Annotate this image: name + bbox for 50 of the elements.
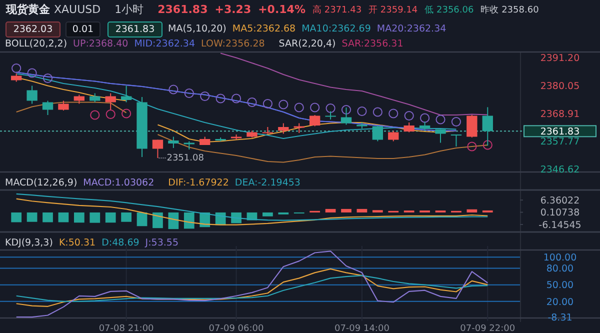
text: DIF:-1.67922 bbox=[168, 178, 229, 189]
text: 2361.83 bbox=[158, 3, 208, 16]
x-tick-label: 07-09 14:00 bbox=[334, 324, 390, 333]
y-tick-label: 0.10738 bbox=[540, 208, 580, 219]
text: MA20:2362.34 bbox=[376, 24, 446, 35]
y-tick-label: 80.00 bbox=[546, 264, 574, 275]
annotation: 2351.08 bbox=[166, 154, 204, 164]
chart-title: 现货黄金 bbox=[5, 3, 51, 16]
text: 昨收 2358.60 bbox=[480, 4, 540, 16]
text: 2362.03 bbox=[13, 24, 53, 36]
text: MACD(12,26,9) bbox=[5, 178, 78, 189]
y-tick-label: 2368.91 bbox=[540, 108, 580, 120]
text: SAR:2356.31 bbox=[342, 38, 404, 50]
text: LOW:2356.28 bbox=[201, 38, 265, 50]
text: 0.01 bbox=[72, 24, 94, 36]
y-tick-label: 2357.77 bbox=[540, 136, 580, 148]
text: UP:2368.40 bbox=[73, 38, 128, 50]
text: +3.23 bbox=[214, 3, 252, 16]
y-tick-label: 6.36022 bbox=[540, 195, 580, 206]
y-tick-label: 2391.20 bbox=[540, 53, 580, 64]
text: MACD:1.03062 bbox=[83, 178, 154, 189]
chart-subtitle: XAUUSD bbox=[54, 3, 101, 16]
y-tick-label: 100.00 bbox=[543, 252, 577, 264]
y-tick-label: 2346.62 bbox=[540, 164, 580, 176]
y-tick-label: 20.00 bbox=[546, 296, 574, 308]
text: 1小时 bbox=[114, 3, 144, 16]
text: MA5:2362.68 bbox=[232, 24, 296, 35]
text: MA10:2362.69 bbox=[302, 24, 371, 35]
text: MA(5,10,20) bbox=[168, 24, 226, 35]
text: 高 2371.43 bbox=[312, 4, 362, 16]
text: +0.14% bbox=[258, 3, 306, 16]
x-tick-label: 07-09 22:00 bbox=[460, 324, 516, 333]
y-tick-label: -6.14545 bbox=[538, 220, 582, 231]
text: KDJ(9,3,3) bbox=[5, 238, 53, 249]
text: SAR(2,20,4) bbox=[278, 38, 336, 50]
x-tick-label: 07-08 21:00 bbox=[98, 324, 154, 333]
x-tick-label: 07-09 06:00 bbox=[208, 324, 264, 333]
text: BOLL(20,2,2) bbox=[5, 38, 68, 50]
text: 开 2359.14 bbox=[368, 5, 418, 16]
text: DEA:-2.19453 bbox=[234, 178, 300, 189]
text: MID:2362.34 bbox=[134, 38, 196, 50]
y-tick-label: 2380.05 bbox=[540, 81, 580, 92]
text: J:53.55 bbox=[144, 238, 178, 249]
y-tick-label: 50.00 bbox=[546, 280, 574, 292]
text: K:50.31 bbox=[58, 238, 96, 249]
text: 2361.83 bbox=[115, 24, 155, 36]
y-tick-label: -8.31 bbox=[548, 312, 572, 324]
text: D:48.69 bbox=[102, 238, 140, 249]
text: 低 2356.06 bbox=[424, 4, 474, 16]
ref-line-label: 2361.83 bbox=[540, 126, 580, 138]
